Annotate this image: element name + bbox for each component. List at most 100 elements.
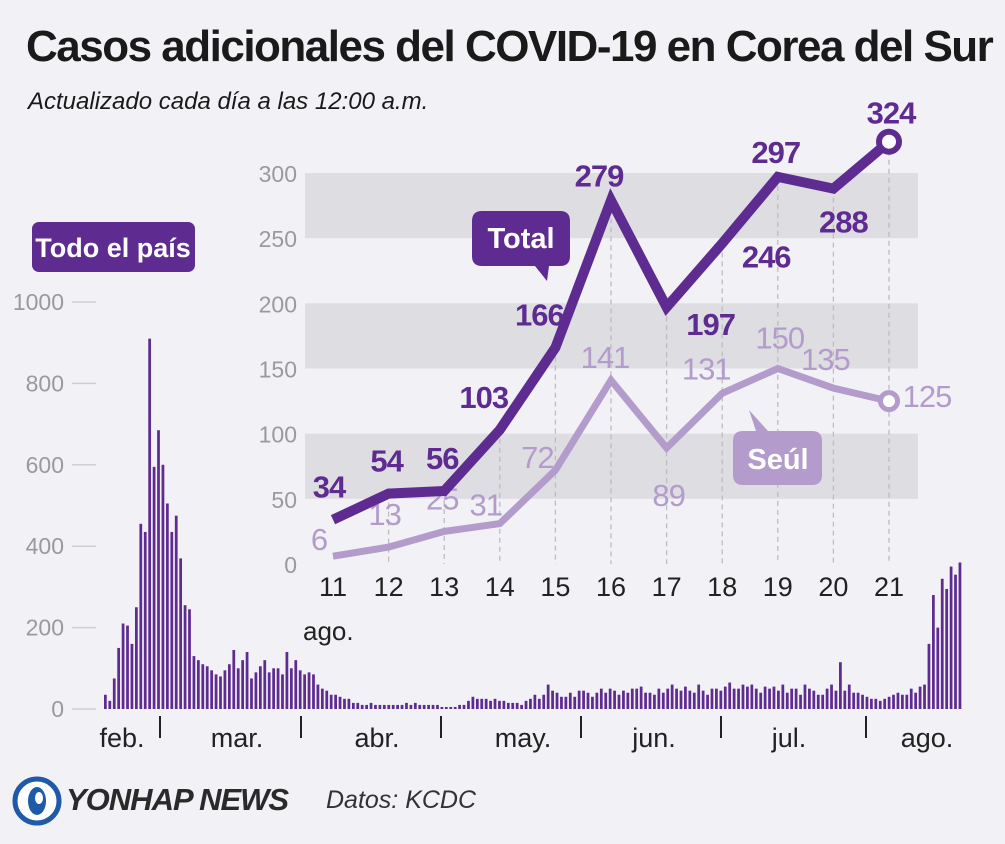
national-label: Todo el país xyxy=(35,233,191,263)
bar-y-tick-label: 200 xyxy=(26,615,64,641)
yonhap-logo-icon xyxy=(12,776,62,826)
national-bar xyxy=(670,684,674,709)
national-bar xyxy=(954,574,957,709)
page-title: Casos adicionales del COVID-19 en Corea … xyxy=(26,22,994,71)
national-bar xyxy=(444,706,448,709)
national-bar xyxy=(710,688,714,709)
national-bar xyxy=(529,698,532,709)
national-bar xyxy=(909,688,913,709)
bar-month-label: may. xyxy=(495,723,552,753)
national-bar xyxy=(157,430,160,709)
legend-seoul-callout: Seúl xyxy=(733,410,822,485)
national-bar xyxy=(285,652,289,709)
line-x-tick-label: 17 xyxy=(652,572,682,602)
national-bar xyxy=(945,588,949,709)
national-bar xyxy=(626,692,630,709)
national-bar xyxy=(737,688,740,709)
national-bar xyxy=(188,609,191,709)
national-bar xyxy=(227,664,231,709)
national-bar xyxy=(325,690,329,709)
national-bar xyxy=(825,688,829,709)
data-label: 150 xyxy=(755,321,804,356)
national-bar xyxy=(617,694,621,709)
national-bar xyxy=(697,684,701,709)
national-bar xyxy=(746,686,749,709)
brand-name: YONHAP NEWS xyxy=(66,782,289,817)
national-bar xyxy=(768,688,771,709)
national-bar xyxy=(533,694,537,709)
national-bar xyxy=(936,627,940,709)
national-bar xyxy=(763,686,767,709)
legend-seoul-box xyxy=(733,410,822,485)
national-bar xyxy=(599,688,603,709)
national-bar xyxy=(781,684,785,709)
data-label: 135 xyxy=(801,342,850,377)
national-bar xyxy=(272,668,276,709)
national-bar xyxy=(812,690,816,709)
national-bar xyxy=(467,700,470,709)
national-bar xyxy=(808,688,811,709)
national-bar xyxy=(684,686,687,709)
line-x-tick-label: 16 xyxy=(596,572,626,602)
line-y-tick-label: 300 xyxy=(259,161,297,187)
national-bar xyxy=(856,692,860,709)
national-bar xyxy=(847,684,851,709)
national-bar xyxy=(635,688,639,709)
national-bar xyxy=(396,704,399,709)
national-bar xyxy=(201,664,205,709)
national-bar xyxy=(728,682,732,709)
bar-chart-bars xyxy=(104,338,962,709)
national-bar xyxy=(294,660,298,709)
data-label: 34 xyxy=(313,470,347,505)
bar-month-label: ago. xyxy=(901,723,954,753)
legend-total-label: Total xyxy=(487,223,554,255)
national-bar xyxy=(179,558,183,709)
national-bar xyxy=(152,466,156,709)
series-endpoint-marker xyxy=(878,390,900,413)
national-bar xyxy=(196,660,200,709)
national-bar xyxy=(511,702,515,709)
national-bar xyxy=(586,692,590,709)
national-bar xyxy=(223,670,227,709)
national-bar xyxy=(458,704,461,709)
daily-line-chart: 0 50 100 150 200 250 300 11 12 13 14 15 16 17 18 19 20 2… xyxy=(259,96,953,646)
national-bar xyxy=(861,694,864,709)
national-bar xyxy=(418,704,422,709)
national-bar xyxy=(351,702,355,709)
line-x-tick-label: 14 xyxy=(485,572,515,602)
national-bar xyxy=(905,694,909,709)
series-line xyxy=(330,137,893,525)
national-bar xyxy=(759,692,763,709)
data-label: 288 xyxy=(819,205,868,240)
data-label: 72 xyxy=(521,440,553,475)
national-bar xyxy=(688,690,692,709)
national-bar xyxy=(732,688,736,709)
national-bar xyxy=(143,531,147,709)
national-bar xyxy=(772,686,776,709)
national-bar xyxy=(949,566,953,709)
national-bar xyxy=(878,700,882,709)
national-bar xyxy=(940,578,944,709)
national-bar xyxy=(551,690,554,709)
national-bar xyxy=(289,668,293,709)
national-bar xyxy=(360,704,364,709)
national-bar xyxy=(865,696,869,709)
national-bar xyxy=(382,704,386,709)
national-bar xyxy=(475,698,479,709)
national-bar xyxy=(174,515,178,709)
national-bar xyxy=(422,704,426,709)
national-bar xyxy=(803,684,807,709)
data-label: 279 xyxy=(575,158,624,193)
line-chart-month-suffix: ago. xyxy=(303,616,354,646)
national-bar xyxy=(675,688,678,709)
national-bar xyxy=(821,694,825,709)
national-bar xyxy=(692,692,696,709)
national-bar xyxy=(400,704,404,709)
national-bar xyxy=(613,690,616,709)
national-bar xyxy=(108,700,112,709)
national-bar xyxy=(644,692,647,709)
national-bar xyxy=(701,690,705,709)
data-source: Datos: KCDC xyxy=(326,786,477,814)
national-bar xyxy=(502,700,506,709)
series-endpoint-marker xyxy=(876,128,902,155)
